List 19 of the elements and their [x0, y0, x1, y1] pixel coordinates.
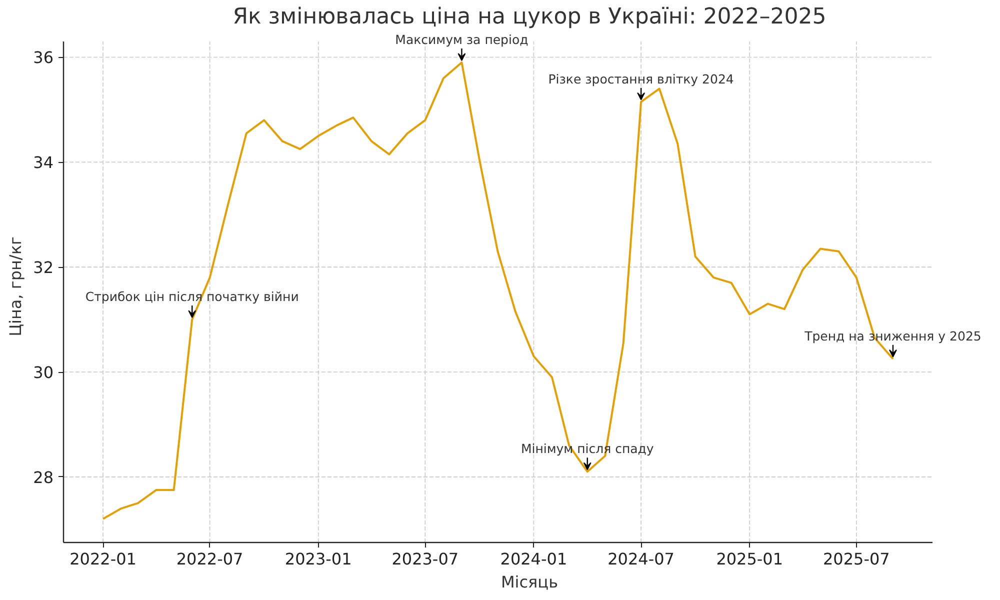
x-tick-label: 2022-01 — [70, 550, 136, 568]
y-tick-label: 28 — [33, 468, 54, 487]
x-tick-label: 2024-07 — [608, 550, 674, 568]
x-tick-label: 2022-07 — [176, 550, 244, 568]
x-tick-label: 2024-01 — [500, 550, 568, 568]
y-axis-title: Ціна, грн/кг — [6, 236, 26, 336]
y-tick-label: 34 — [33, 153, 54, 172]
y-tick-label: 32 — [33, 258, 54, 278]
chart-title: Як змінювалась ціна на цукор в Україні: 2022–2025 — [232, 4, 826, 30]
annotation: Різке зростання влітку 2024 — [548, 71, 734, 86]
x-axis-title: Місяць — [501, 572, 558, 592]
x-tick-label: 2025-07 — [822, 550, 890, 568]
x-tick-label: 2025-01 — [716, 550, 784, 568]
x-tick-label: 2023-07 — [392, 550, 459, 568]
annotation: Стрибок цін після початку війни — [85, 289, 299, 304]
y-tick-label: 30 — [33, 363, 54, 382]
x-tick-label: 2023-01 — [284, 550, 352, 568]
annotation: Максимум за період — [395, 32, 528, 47]
y-tick-label: 36 — [33, 48, 54, 68]
